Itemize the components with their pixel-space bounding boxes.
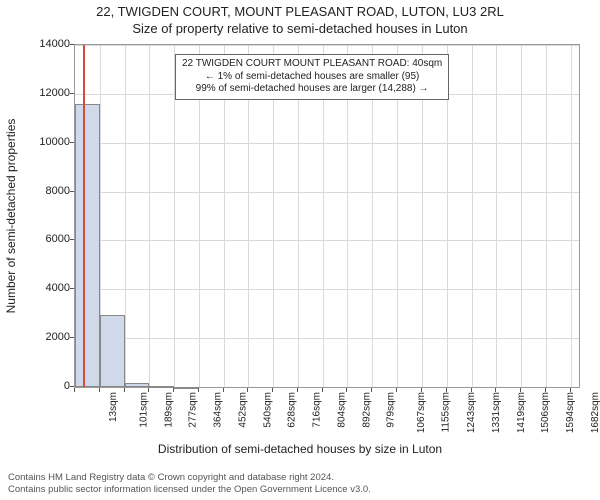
subtitle: Size of property relative to semi-detach…: [0, 21, 600, 36]
y-tick-mark: [70, 386, 74, 387]
x-tick-mark: [124, 388, 125, 392]
y-tick-mark: [70, 93, 74, 94]
gridline-v: [125, 45, 126, 387]
x-tick-mark: [371, 388, 372, 392]
x-tick-label: 540sqm: [262, 392, 273, 428]
x-tick-label: 1331sqm: [491, 392, 502, 433]
x-tick-mark: [495, 388, 496, 392]
y-tick-label: 6000: [20, 233, 70, 245]
gridline-h: [75, 289, 579, 290]
x-tick-mark: [99, 388, 100, 392]
title-block: 22, TWIGDEN COURT, MOUNT PLEASANT ROAD, …: [0, 0, 600, 36]
x-tick-mark: [446, 388, 447, 392]
x-tick-label: 716sqm: [312, 392, 323, 428]
y-tick-label: 2000: [20, 331, 70, 343]
info-box-line: ← 1% of semi-detached houses are smaller…: [182, 71, 442, 84]
x-tick-label: 364sqm: [213, 392, 224, 428]
x-tick-label: 1506sqm: [540, 392, 551, 433]
histogram-bar: [174, 387, 199, 389]
x-tick-mark: [247, 388, 248, 392]
address-title: 22, TWIGDEN COURT, MOUNT PLEASANT ROAD, …: [0, 4, 600, 19]
y-tick-mark: [70, 288, 74, 289]
x-tick-mark: [223, 388, 224, 392]
x-tick-label: 628sqm: [287, 392, 298, 428]
x-tick-label: 277sqm: [188, 392, 199, 428]
y-tick-label: 10000: [20, 136, 70, 148]
y-tick-label: 0: [20, 380, 70, 392]
x-tick-label: 1682sqm: [590, 392, 600, 433]
gridline-h: [75, 143, 579, 144]
x-tick-mark: [570, 388, 571, 392]
info-box: 22 TWIGDEN COURT MOUNT PLEASANT ROAD: 40…: [175, 54, 449, 100]
histogram-bar: [100, 315, 125, 387]
histogram-bar: [149, 386, 174, 388]
x-tick-mark: [272, 388, 273, 392]
gridline-v: [546, 45, 547, 387]
y-tick-label: 12000: [20, 87, 70, 99]
y-tick-label: 4000: [20, 282, 70, 294]
gridline-v: [472, 45, 473, 387]
histogram-bar: [125, 383, 150, 387]
x-tick-label: 452sqm: [237, 392, 248, 428]
x-tick-label: 1419sqm: [516, 392, 527, 433]
y-tick-mark: [70, 142, 74, 143]
x-tick-mark: [198, 388, 199, 392]
x-tick-label: 1243sqm: [466, 392, 477, 433]
x-tick-mark: [421, 388, 422, 392]
y-tick-label: 14000: [20, 38, 70, 50]
gridline-v: [571, 45, 572, 387]
x-tick-mark: [74, 388, 75, 392]
gridline-h: [75, 192, 579, 193]
gridline-h: [75, 45, 579, 46]
gridline-v: [496, 45, 497, 387]
x-tick-mark: [322, 388, 323, 392]
footer-line-1: Contains HM Land Registry data © Crown c…: [8, 472, 592, 484]
footer-attribution: Contains HM Land Registry data © Crown c…: [8, 472, 592, 496]
x-tick-label: 1594sqm: [565, 392, 576, 433]
x-tick-mark: [148, 388, 149, 392]
gridline-h: [75, 240, 579, 241]
x-tick-mark: [396, 388, 397, 392]
x-tick-label: 979sqm: [386, 392, 397, 428]
gridline-h: [75, 338, 579, 339]
info-box-line: 99% of semi-detached houses are larger (…: [182, 83, 442, 96]
x-tick-mark: [545, 388, 546, 392]
y-tick-mark: [70, 337, 74, 338]
chart-container: Number of semi-detached properties 22 TW…: [0, 38, 600, 458]
x-tick-label: 892sqm: [361, 392, 372, 428]
x-tick-mark: [520, 388, 521, 392]
x-tick-mark: [346, 388, 347, 392]
gridline-v: [149, 45, 150, 387]
info-box-line: 22 TWIGDEN COURT MOUNT PLEASANT ROAD: 40…: [182, 58, 442, 71]
x-tick-mark: [297, 388, 298, 392]
x-tick-label: 189sqm: [163, 392, 174, 428]
y-tick-mark: [70, 239, 74, 240]
x-tick-mark: [173, 388, 174, 392]
y-tick-mark: [70, 44, 74, 45]
footer-line-2: Contains public sector information licen…: [8, 484, 592, 496]
x-tick-label: 804sqm: [337, 392, 348, 428]
x-tick-label: 1067sqm: [416, 392, 427, 433]
histogram-bar: [75, 104, 100, 387]
x-axis-title: Distribution of semi-detached houses by …: [0, 442, 600, 456]
x-tick-label: 13sqm: [108, 392, 119, 422]
x-tick-mark: [471, 388, 472, 392]
property-marker-line: [83, 45, 85, 387]
x-tick-label: 101sqm: [138, 392, 149, 428]
plot-area: 22 TWIGDEN COURT MOUNT PLEASANT ROAD: 40…: [74, 44, 580, 388]
y-tick-mark: [70, 191, 74, 192]
x-tick-label: 1155sqm: [440, 392, 451, 432]
y-tick-label: 8000: [20, 185, 70, 197]
gridline-v: [521, 45, 522, 387]
